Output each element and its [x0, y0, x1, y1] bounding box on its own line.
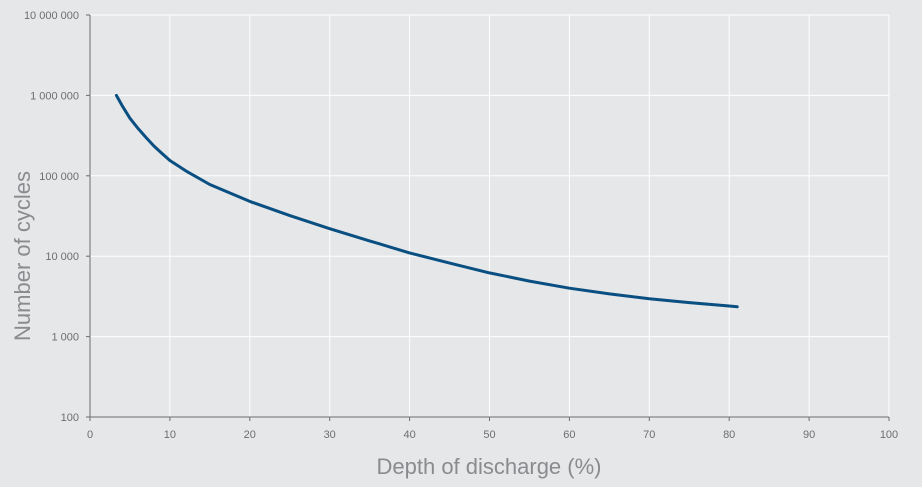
axis-layer [86, 14, 890, 421]
x-tick-label: 70 [643, 429, 655, 441]
series-layer [114, 93, 739, 309]
x-tick-label: 40 [403, 429, 415, 441]
y-tick-label: 1 000 000 [30, 90, 79, 102]
grid-layer [90, 14, 890, 417]
x-tick-label: 90 [803, 429, 815, 441]
series-line [114, 93, 739, 309]
y-tick-label: 10 000 [45, 251, 79, 263]
x-tick-label: 20 [244, 429, 256, 441]
x-tick-label: 80 [723, 429, 735, 441]
y-tick-label: 100 000 [39, 171, 79, 183]
x-tick-label: 10 [164, 429, 176, 441]
y-axis-title: Number of cycles [10, 171, 35, 341]
x-tick-label: 60 [563, 429, 575, 441]
tick-labels: 0 10 20 30 40 50 60 70 80 90 100 100 1 000 10 000 100 … [24, 10, 898, 441]
x-tick-label: 50 [483, 429, 495, 441]
x-tick-label: 100 [880, 429, 898, 441]
x-tick-label: 30 [324, 429, 336, 441]
x-axis-title: Depth of discharge (%) [377, 454, 602, 479]
y-tick-label: 10 000 000 [24, 10, 79, 22]
y-tick-label: 100 [61, 412, 79, 424]
x-tick-label: 0 [87, 429, 93, 441]
y-tick-label: 1 000 [51, 332, 79, 344]
